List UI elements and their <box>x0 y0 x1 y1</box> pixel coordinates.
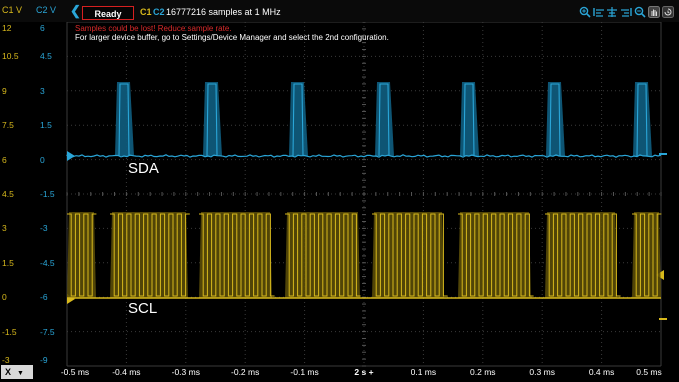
scl-burst-envelope <box>67 212 96 298</box>
c2-y-tick-label: -1.5 <box>40 189 55 199</box>
top-toolbar <box>0 0 679 22</box>
chevron-down-icon: ▼ <box>17 370 24 377</box>
sda-pulse-envelope <box>460 82 479 156</box>
hand-icon[interactable] <box>648 6 660 18</box>
scl-burst-envelope <box>545 212 617 298</box>
x-tick-label: 0.2 ms <box>470 367 496 377</box>
x-tick-label: 0.1 ms <box>410 367 437 377</box>
c2-y-tick-label: 6 <box>40 23 45 33</box>
c2-y-tick-label: -4.5 <box>40 257 55 268</box>
c1-y-tick-label: 6 <box>2 154 7 165</box>
align-right-icon[interactable] <box>620 6 632 18</box>
zoom-in-icon[interactable] <box>579 6 591 18</box>
c2-y-tick-label: -3 <box>40 223 48 234</box>
sda-trace <box>66 154 662 158</box>
c1-y-tick-label: 0 <box>2 292 7 303</box>
c1-y-tick-label: 3 <box>2 223 7 234</box>
c1-y-tick-label: 1.5 <box>2 257 14 268</box>
c2-y-tick-label: 3 <box>40 85 45 96</box>
sda-pulse <box>206 83 218 157</box>
acquisition-info: 16777216 samples at 1 MHz <box>166 7 281 17</box>
sda-pulse <box>549 83 561 157</box>
sda-pulse-envelope <box>375 82 394 156</box>
c1-y-tick-label: 9 <box>2 85 7 96</box>
scl-burst <box>458 213 534 297</box>
run-status-button[interactable]: Ready <box>82 6 134 20</box>
x-tick-label: -0.5 ms <box>60 367 90 377</box>
c2-unit-label: C2 V <box>36 5 57 15</box>
scl-burst <box>632 213 662 297</box>
x-axis-selector-label: X <box>5 367 12 377</box>
scl-burst-envelope <box>372 212 444 298</box>
c1-y-tick-label: -3 <box>2 355 10 365</box>
scl-burst <box>199 213 275 297</box>
history-icon[interactable] <box>662 6 674 18</box>
x-tick-label: -0.4 ms <box>112 367 141 377</box>
sda-pulse-envelope <box>546 82 565 156</box>
c1-y-tick-label: 10.5 <box>2 51 19 62</box>
sda-pulse <box>118 83 130 157</box>
sda-pulse-envelope <box>203 82 222 156</box>
zoom-out-icon[interactable] <box>634 6 646 18</box>
sda-pulse <box>378 83 390 157</box>
x-tick-label: -0.3 ms <box>171 367 200 377</box>
x-tick-label: -0.1 ms <box>290 367 319 377</box>
sda-pulse <box>292 83 304 157</box>
scl-burst <box>285 213 361 297</box>
c1-y-tick-label: 7.5 <box>2 120 14 131</box>
x-tick-label: 0.5 ms <box>636 367 662 377</box>
sda-pulse-envelope <box>115 82 134 156</box>
c1-y-tick-label: 4.5 <box>2 189 14 199</box>
c2-y-tick-label: -7.5 <box>40 326 55 337</box>
scl-burst <box>110 213 190 297</box>
scl-burst <box>372 213 448 297</box>
sda-pulse-envelope <box>633 82 652 156</box>
align-left-icon[interactable] <box>593 6 605 18</box>
buffer-hint-message: For larger device buffer, go to Settings… <box>75 33 389 42</box>
scl-burst-envelope <box>199 212 272 298</box>
align-center-icon[interactable] <box>606 6 618 18</box>
back-arrow-icon[interactable]: ❮ <box>70 3 81 18</box>
c1-y-tick-label: 12 <box>2 23 12 33</box>
scl-burst <box>545 213 621 297</box>
x-tick-label: 0.3 ms <box>529 367 555 377</box>
sample-loss-warning: Samples could be lost! Reduce sample rat… <box>75 24 232 33</box>
scl-burst-envelope <box>458 212 531 298</box>
c2-y-tick-label: -6 <box>40 292 48 303</box>
c2-y-tick-label: 1.5 <box>40 120 52 131</box>
c1-unit-label: C1 V <box>2 5 23 15</box>
scl-burst <box>67 213 97 297</box>
sda-pulse-envelope <box>289 82 308 156</box>
x-tick-label: 0.4 ms <box>588 367 615 377</box>
c2-y-tick-label: -9 <box>40 355 48 365</box>
sda-pulse <box>463 83 475 157</box>
c2-y-tick-label: 0 <box>40 154 45 165</box>
sda-pulse <box>636 83 648 157</box>
x-tick-label: -0.2 ms <box>231 367 260 377</box>
c1-y-tick-label: -1.5 <box>2 326 17 337</box>
channel-1-toggle[interactable]: C1 <box>140 7 152 17</box>
channel-2-toggle[interactable]: C2 <box>153 7 165 17</box>
sda-signal-label: SDA <box>128 160 159 177</box>
scl-signal-label: SCL <box>128 300 158 317</box>
scl-burst-envelope <box>110 212 188 298</box>
scl-burst-envelope <box>632 212 661 298</box>
x-axis-selector[interactable]: X ▼ <box>1 365 33 379</box>
c2-y-tick-label: 4.5 <box>40 51 52 62</box>
x-tick-label: 2 s + <box>354 367 374 377</box>
